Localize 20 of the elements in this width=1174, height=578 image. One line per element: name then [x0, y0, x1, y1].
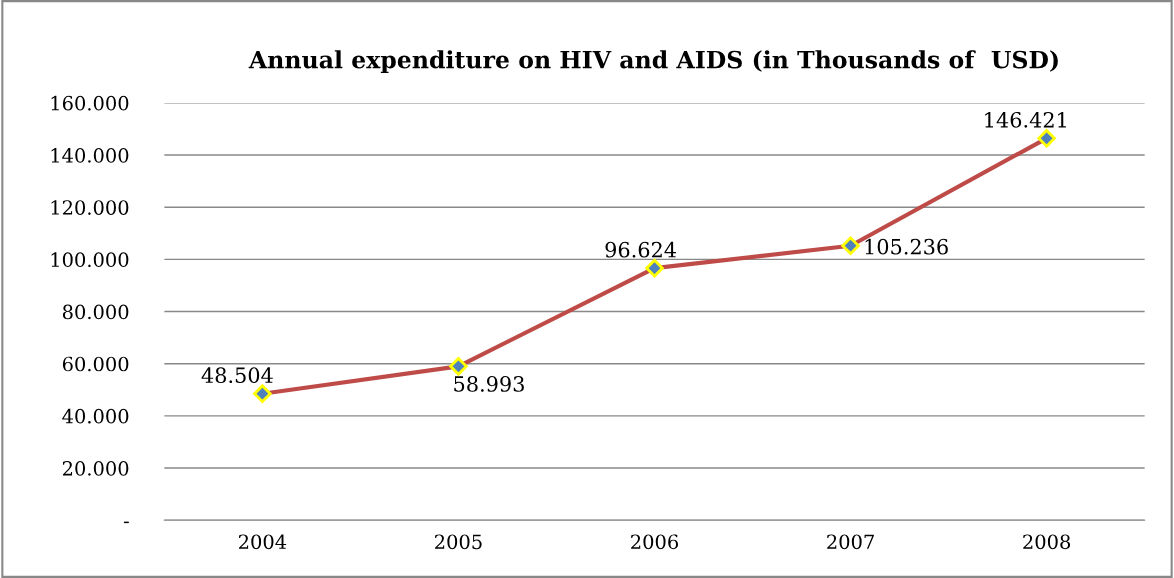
y-tick-label: 60.000 [62, 356, 129, 372]
data-label: 105.236 [865, 238, 948, 255]
data-label: 96.624 [605, 241, 677, 258]
y-tick-label: 160.000 [51, 95, 129, 111]
x-tick-label: 2006 [631, 534, 679, 550]
y-tick-label: 100.000 [51, 252, 129, 268]
x-tick-label: 2007 [827, 534, 874, 550]
y-tick-label: 20.000 [62, 460, 129, 476]
y-tick-label: 140.000 [51, 148, 129, 163]
chart-title: Annual expenditure on HIV and AIDS (in Thousands of USD) [248, 50, 1058, 74]
y-tick-label: - [123, 521, 129, 524]
data-label: 146.421 [985, 111, 1066, 128]
y-tick-label: 40.000 [62, 408, 129, 424]
y-tick-label: 80.000 [62, 304, 129, 320]
data-label: 48.504 [201, 367, 273, 384]
x-tick-label: 2005 [435, 534, 482, 550]
data-label: 58.993 [454, 376, 524, 392]
x-tick-label: 2008 [1023, 534, 1071, 550]
x-tick-label: 2004 [238, 534, 287, 550]
y-tick-label: 120.000 [51, 200, 129, 215]
